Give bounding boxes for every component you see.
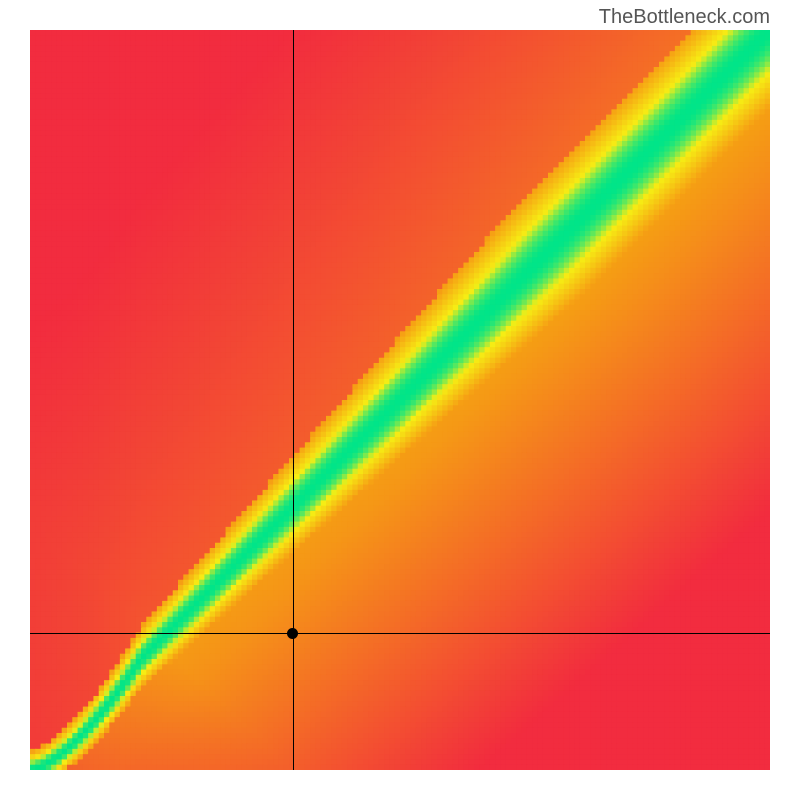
crosshair-marker [287,628,298,639]
crosshair-vertical [293,30,294,770]
chart-container: TheBottleneck.com [0,0,800,800]
crosshair-horizontal [30,633,770,634]
bottleneck-heatmap [30,30,770,770]
watermark-text: TheBottleneck.com [599,6,770,29]
